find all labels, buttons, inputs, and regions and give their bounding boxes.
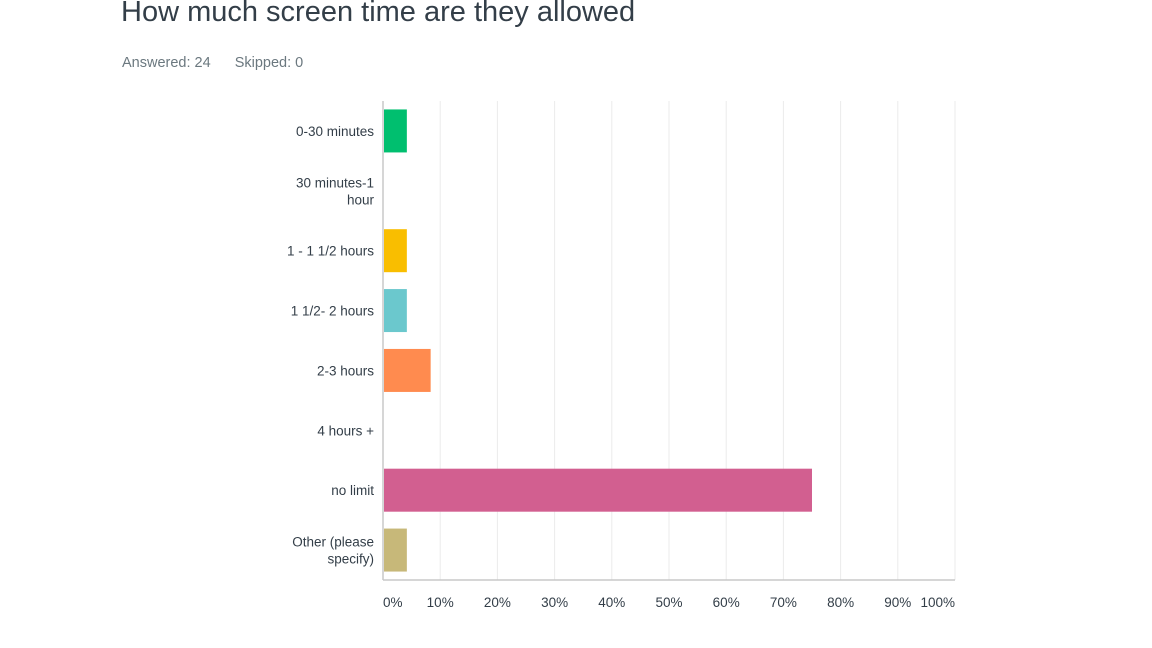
bar[interactable] xyxy=(384,229,407,273)
category-label: 30 minutes-1 xyxy=(296,175,374,190)
category-label: Other (please xyxy=(292,535,374,550)
axes xyxy=(382,101,955,581)
x-tick-label: 70% xyxy=(770,595,797,610)
category-label: no limit xyxy=(331,483,374,498)
x-tick-label: 100% xyxy=(920,595,955,610)
category-label: specify) xyxy=(327,552,374,567)
x-tick-label: 30% xyxy=(541,595,568,610)
x-tick-labels: 0% 10% 20% 30% 40% 50% 60% 70% 80% 90% 100% xyxy=(383,595,955,610)
x-tick-label: 90% xyxy=(884,595,911,610)
answered-count: Answered: 24 xyxy=(122,55,211,71)
question-title: How much screen time are they allowed xyxy=(121,0,636,28)
bar[interactable] xyxy=(384,528,407,572)
category-label: 1 1/2- 2 hours xyxy=(291,304,375,319)
response-stats: Answered: 24 Skipped: 0 xyxy=(122,55,303,71)
bar[interactable] xyxy=(384,109,407,153)
skipped-count: Skipped: 0 xyxy=(234,55,304,71)
category-label: 2-3 hours xyxy=(317,363,374,378)
x-tick-label: 60% xyxy=(713,595,740,610)
bar[interactable] xyxy=(384,468,812,512)
x-tick-label: 80% xyxy=(827,595,854,610)
bar[interactable] xyxy=(384,289,407,333)
bars xyxy=(384,109,812,572)
category-labels: 0-30 minutes 30 minutes-1 hour 1 - 1 1/2 ho… xyxy=(287,124,375,567)
x-tick-label: 50% xyxy=(655,595,682,610)
x-tick-label: 40% xyxy=(598,595,625,610)
category-label: 4 hours + xyxy=(317,423,374,438)
x-tick-label: 20% xyxy=(484,595,511,610)
x-tick-label: 10% xyxy=(427,595,454,610)
category-label: 0-30 minutes xyxy=(296,124,374,139)
bar[interactable] xyxy=(384,348,431,392)
category-label: 1 - 1 1/2 hours xyxy=(287,244,374,259)
category-label: hour xyxy=(347,192,375,207)
x-tick-label: 0% xyxy=(383,595,403,610)
